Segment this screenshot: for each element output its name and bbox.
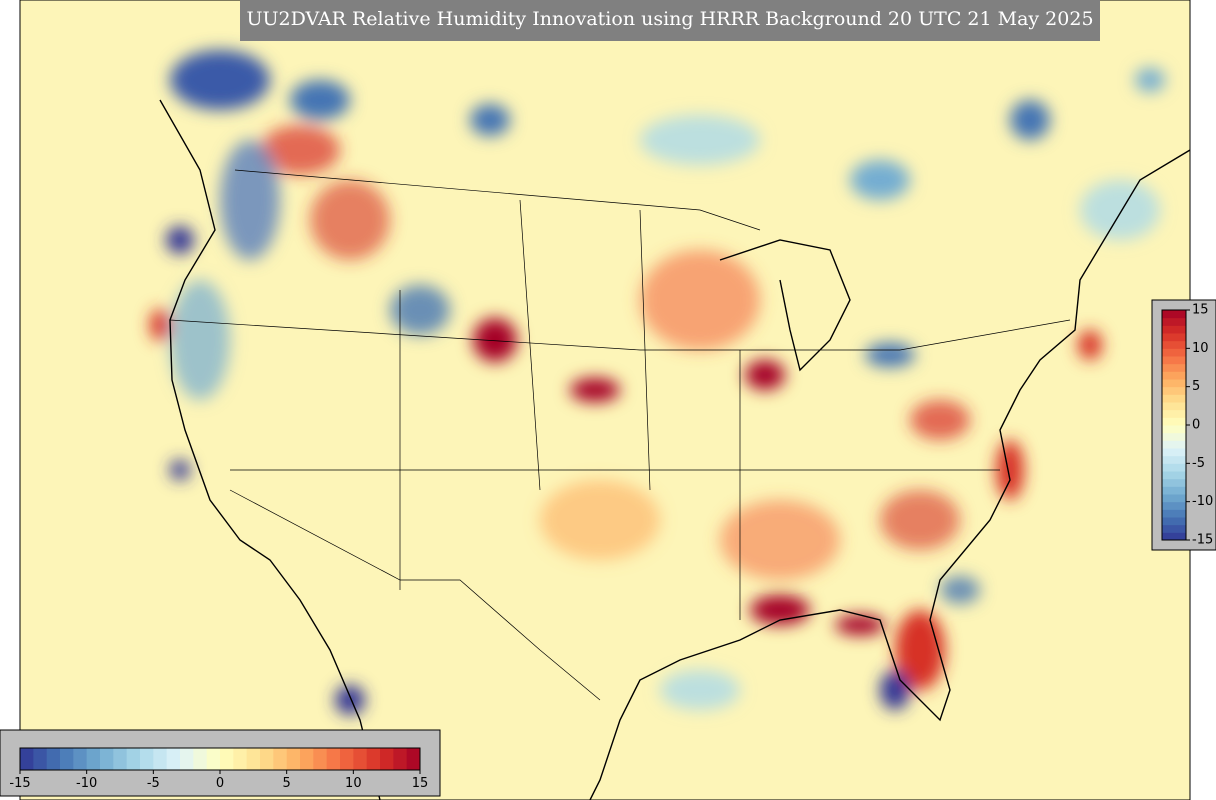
colorbar-segment — [366, 748, 381, 770]
colorbar-segment — [1162, 455, 1186, 464]
colorbar-segment — [193, 748, 208, 770]
colorbar-segment — [286, 748, 301, 770]
colorbar-segment — [1162, 494, 1186, 503]
tick-label: 0 — [1192, 418, 1200, 433]
colorbar-segment — [1162, 386, 1186, 395]
colorbar-segment — [220, 748, 234, 770]
colorbar-segment — [113, 748, 128, 770]
colorbar-segment — [1162, 371, 1186, 380]
colorbar-segment — [1162, 425, 1186, 434]
colorbar-segment — [1162, 394, 1186, 403]
tick-label: -5 — [147, 776, 160, 791]
coastlines — [159, 99, 1190, 800]
colorbar-segment — [1162, 317, 1186, 326]
map-title: UU2DVAR Relative Humidity Innovation usi… — [246, 8, 1093, 30]
colorbar-segment — [393, 748, 408, 770]
colorbar-segment — [1162, 409, 1186, 418]
map-field — [20, 0, 1190, 800]
tick-label: 15 — [412, 776, 429, 791]
colorbar-segment — [1162, 463, 1186, 472]
colorbar-segment — [1162, 348, 1186, 357]
colorbar-segment — [1162, 478, 1186, 487]
colorbar-segment — [1162, 402, 1186, 411]
horizontal-colorbar: -15 -10 -5 0 5 10 15 — [9, 747, 429, 791]
colorbar-segment — [180, 748, 194, 770]
colorbar-segment — [380, 748, 394, 770]
colorbar-segment — [246, 748, 261, 770]
tick-label: -10 — [1192, 494, 1213, 509]
tick-label: 10 — [345, 776, 362, 791]
colorbar-segment — [1162, 417, 1186, 426]
tick-label: -15 — [9, 776, 30, 791]
colorbar-segment — [1162, 471, 1186, 480]
tick-label: -15 — [1192, 533, 1213, 548]
colorbar-segment — [1162, 532, 1186, 541]
tick-label: 10 — [1192, 341, 1209, 356]
tick-label: -10 — [76, 776, 97, 791]
tick-label: 5 — [283, 776, 291, 791]
colorbar-segment — [46, 748, 61, 770]
colorbar-segment — [300, 748, 314, 770]
colorbar-segment — [1162, 340, 1186, 349]
vertical-colorbar: -15 -10 -5 0 5 10 15 — [1161, 303, 1213, 548]
colorbar-segment — [1162, 379, 1186, 388]
colorbar-segment — [1162, 517, 1186, 526]
colorbar-segment — [1162, 363, 1186, 372]
colorbar-segment — [1162, 356, 1186, 365]
tick-label: 15 — [1192, 303, 1209, 318]
colorbar-segment — [1162, 432, 1186, 441]
colorbar-segment — [206, 748, 221, 770]
colorbar-segment — [20, 748, 34, 770]
colorbar-segment — [140, 748, 154, 770]
colorbar-segment — [73, 748, 88, 770]
colorbar-segment — [86, 748, 101, 770]
colorbar-segment — [153, 748, 168, 770]
borders — [169, 169, 1071, 701]
colorbar-segment — [60, 748, 74, 770]
colorbar-segment — [1162, 486, 1186, 495]
colorbar-segment — [126, 748, 141, 770]
colorbar-segment — [1162, 325, 1186, 334]
colorbar-segment — [406, 748, 421, 770]
colorbar-segment — [353, 748, 368, 770]
colorbar-segment — [1162, 310, 1186, 319]
colorbar-segment — [260, 748, 274, 770]
colorbar-segment — [1162, 501, 1186, 510]
colorbar-segment — [273, 748, 288, 770]
colorbar-segment — [340, 748, 354, 770]
colorbar-segment — [1162, 448, 1186, 457]
colorbar-segment — [233, 748, 248, 770]
colorbar-segment — [326, 748, 341, 770]
title-box — [240, 0, 1100, 41]
colorbar-segment — [100, 748, 114, 770]
colorbar-segment — [1162, 333, 1186, 342]
colorbar-segment — [1162, 440, 1186, 449]
colorbar-segment — [1162, 524, 1186, 533]
tick-label: 0 — [216, 776, 224, 791]
tick-label: 5 — [1192, 379, 1200, 394]
colorbar-segment — [33, 748, 48, 770]
colorbar-segment — [1162, 509, 1186, 518]
tick-label: -5 — [1192, 456, 1205, 471]
colorbar-segment — [166, 748, 181, 770]
colorbar-segment — [313, 748, 328, 770]
